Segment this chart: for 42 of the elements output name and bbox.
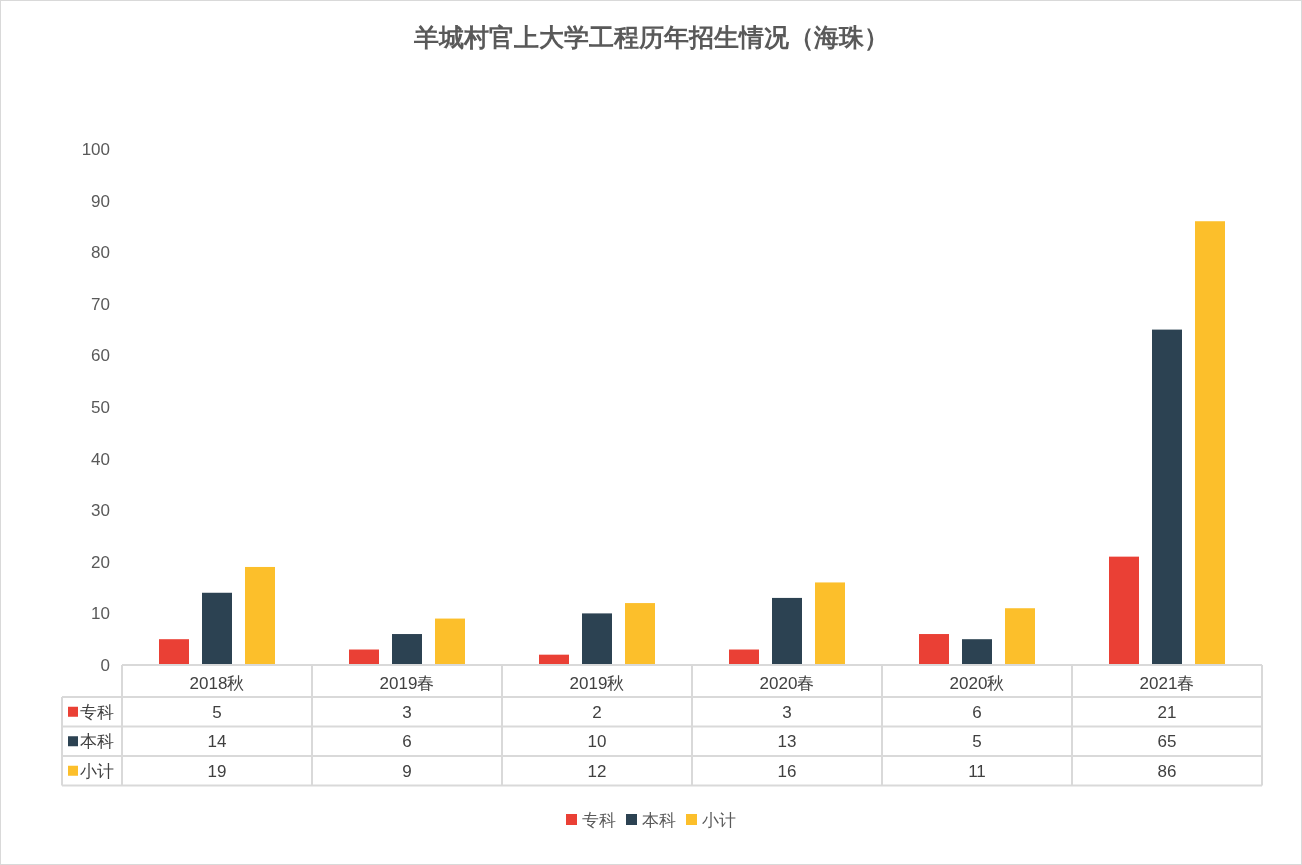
data-label: 21 [1157,702,1177,722]
y-tick-label: 100 [81,140,110,159]
y-tick-label: 20 [91,552,110,572]
y-tick-label: 0 [100,656,110,675]
data-label: 5 [212,702,222,722]
legend-label: 小计 [80,761,114,781]
data-label: 2 [592,702,602,722]
data-label: 65 [1157,732,1177,752]
y-tick-label: 10 [91,604,110,624]
data-label: 14 [207,732,227,752]
y-tick-label: 70 [91,294,110,314]
x-tick-label: 2018秋 [189,674,245,693]
x-tick-label: 2019春 [379,674,435,693]
legend-label: 本科 [642,811,676,830]
legend-label: 专科 [80,702,114,722]
legend-label: 专科 [582,811,616,830]
x-tick-label: 2019秋 [569,674,625,693]
y-tick-label: 90 [91,191,110,211]
y-tick-label: 80 [91,243,110,263]
data-label: 3 [402,702,412,722]
y-tick-label: 60 [91,346,110,366]
data-label: 5 [972,732,982,752]
legend-label: 小计 [702,811,736,830]
data-label: 9 [402,761,412,781]
x-tick-label: 2021春 [1139,674,1195,693]
data-label: 6 [972,702,982,722]
data-label: 86 [1157,761,1177,781]
data-label: 12 [587,761,607,781]
data-label: 6 [402,732,412,752]
data-label: 19 [207,761,227,781]
x-tick-label: 2020春 [759,674,815,693]
y-tick-label: 40 [91,449,110,469]
data-label: 13 [777,732,797,752]
x-tick-label: 2020秋 [949,674,1005,693]
data-label: 3 [782,702,792,722]
data-label: 10 [587,732,607,752]
data-label: 11 [968,761,986,781]
chart-title: 羊城村官上大学工程历年招生情况（海珠） [413,23,889,51]
y-tick-label: 50 [91,398,110,417]
data-label: 16 [777,761,797,781]
legend-label: 本科 [80,732,114,752]
y-tick-label: 30 [91,501,110,521]
